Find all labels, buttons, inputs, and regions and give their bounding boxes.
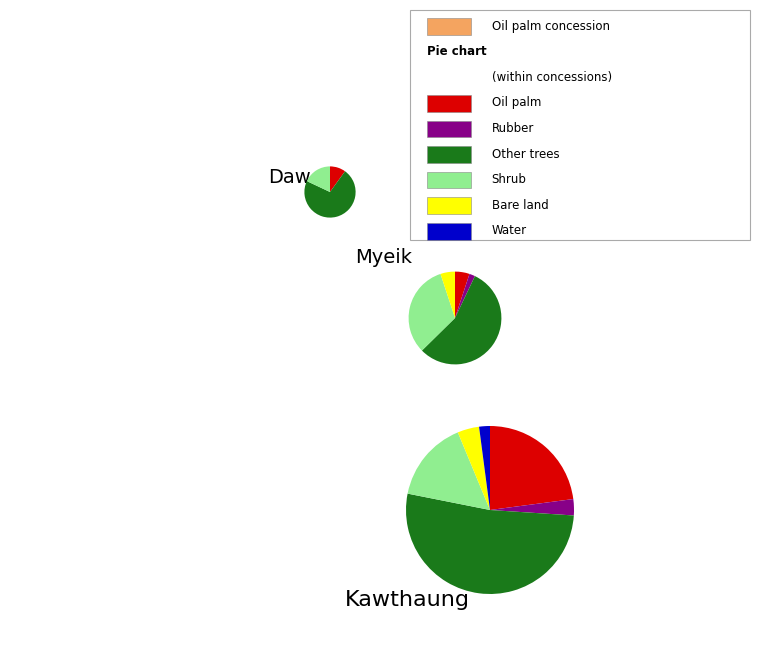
Text: Myeik: Myeik <box>355 248 412 267</box>
Text: Oil palm: Oil palm <box>492 96 541 109</box>
Wedge shape <box>330 166 345 192</box>
Wedge shape <box>441 271 455 318</box>
FancyBboxPatch shape <box>427 198 471 214</box>
FancyBboxPatch shape <box>427 146 471 163</box>
Wedge shape <box>455 274 475 318</box>
Wedge shape <box>490 426 573 510</box>
Text: Other trees: Other trees <box>492 147 559 161</box>
Wedge shape <box>408 432 490 510</box>
Text: Rubber: Rubber <box>492 122 534 135</box>
Wedge shape <box>304 172 355 218</box>
FancyBboxPatch shape <box>427 18 471 35</box>
Text: (within concessions): (within concessions) <box>492 71 612 84</box>
Text: Water: Water <box>492 224 527 237</box>
Wedge shape <box>490 499 574 515</box>
FancyBboxPatch shape <box>427 95 471 112</box>
FancyBboxPatch shape <box>427 121 471 137</box>
FancyBboxPatch shape <box>410 10 750 240</box>
Text: Kawthaung: Kawthaung <box>345 590 470 610</box>
Text: Bare land: Bare land <box>492 199 549 212</box>
Wedge shape <box>406 494 574 594</box>
Text: Shrub: Shrub <box>492 173 527 186</box>
Wedge shape <box>455 271 470 318</box>
FancyBboxPatch shape <box>427 172 471 188</box>
Wedge shape <box>422 276 501 364</box>
Wedge shape <box>479 426 490 510</box>
Wedge shape <box>307 166 330 192</box>
FancyBboxPatch shape <box>427 223 471 240</box>
Text: Dawei: Dawei <box>268 168 328 187</box>
Wedge shape <box>458 427 490 510</box>
Wedge shape <box>409 274 455 350</box>
Text: Pie chart: Pie chart <box>427 45 486 58</box>
Text: Oil palm concession: Oil palm concession <box>492 19 610 33</box>
